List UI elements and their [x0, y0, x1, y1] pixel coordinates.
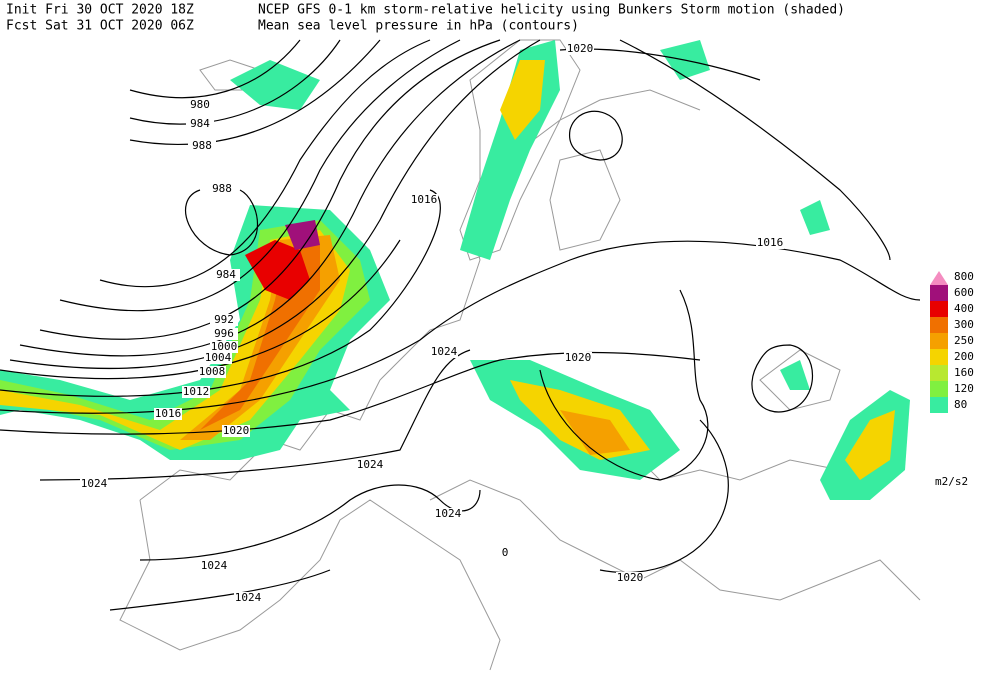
- label-background: [566, 43, 594, 55]
- label-background: [198, 366, 226, 378]
- isobars: [0, 39, 921, 611]
- isobar-label: 1020: [223, 424, 250, 437]
- label-background: [212, 269, 240, 281]
- isobar-label: 1016: [155, 407, 182, 420]
- isobar-label: 1004: [205, 351, 232, 364]
- label-background: [430, 346, 458, 358]
- isobar-label: 984: [190, 117, 210, 130]
- legend-swatch: [930, 381, 948, 397]
- isobar-label: 1024: [435, 507, 462, 520]
- legend-swatch: [930, 317, 948, 333]
- label-background: [356, 459, 384, 471]
- isobar-labels: 9809849889889849929961000100410081012101…: [80, 42, 784, 604]
- isobar-label: 1024: [357, 458, 384, 471]
- isobar-label: 1024: [431, 345, 458, 358]
- legend-label: 80: [954, 398, 967, 411]
- legend-swatch: [930, 271, 948, 285]
- legend-label: 600: [954, 286, 974, 299]
- legend-label: 800: [954, 270, 974, 283]
- legend-label: 300: [954, 318, 974, 331]
- label-background: [491, 547, 519, 559]
- legend-label: 200: [954, 350, 974, 363]
- label-background: [188, 140, 216, 152]
- isobar-label: 1024: [81, 477, 108, 490]
- label-background: [410, 194, 438, 206]
- label-background: [210, 341, 238, 353]
- legend-swatch: [930, 333, 948, 349]
- header: Init Fri 30 OCT 2020 18Z Fcst Sat 31 OCT…: [6, 3, 845, 34]
- label-background: [80, 478, 108, 490]
- isobar-label: 992: [214, 313, 234, 326]
- isobar-label: 996: [214, 327, 234, 340]
- label-background: [210, 314, 238, 326]
- isobar-label: 980: [190, 98, 210, 111]
- isobar-label: 1016: [411, 193, 438, 206]
- label-background: [756, 237, 784, 249]
- label-background: [208, 183, 236, 195]
- label-background: [564, 352, 592, 364]
- label-background: [204, 352, 232, 364]
- label-background: [186, 99, 214, 111]
- label-background: [154, 408, 182, 420]
- isobar-label: 984: [216, 268, 236, 281]
- isobar-label: 988: [192, 139, 212, 152]
- legend-swatch: [930, 365, 948, 381]
- label-background: [616, 572, 644, 584]
- isobar-label: 1020: [565, 351, 592, 364]
- isobar-label: 1020: [567, 42, 594, 55]
- legend-swatch: [930, 285, 948, 301]
- legend-swatch: [930, 301, 948, 317]
- isobar-label: 988: [212, 182, 232, 195]
- isobar-label: 1012: [183, 385, 210, 398]
- label-background: [222, 425, 250, 437]
- isobar-label: 1016: [757, 236, 784, 249]
- label-background: [210, 328, 238, 340]
- helicity-shading: [0, 40, 910, 500]
- legend-label: 250: [954, 334, 974, 347]
- label-background: [182, 386, 210, 398]
- isobar-label: 1000: [211, 340, 238, 353]
- label-background: [234, 592, 262, 604]
- isobar-label: 1020: [617, 571, 644, 584]
- legend-swatch: [930, 397, 948, 413]
- init-time: Init Fri 30 OCT 2020 18Z: [6, 3, 194, 18]
- title: NCEP GFS 0-1 km storm-relative helicity …: [258, 3, 845, 18]
- isobar-label: 1024: [201, 559, 228, 572]
- label-background: [434, 508, 462, 520]
- subtitle: Mean sea level pressure in hPa (contours…: [258, 19, 579, 34]
- label-background: [200, 560, 228, 572]
- label-background: [186, 118, 214, 130]
- legend-swatch: [930, 349, 948, 365]
- legend-label: 160: [954, 366, 974, 379]
- isobar-label: 1008: [199, 365, 226, 378]
- legend-unit: m2/s2: [935, 475, 968, 488]
- legend: 800 600 400 300 250 200 160 120 80: [930, 270, 974, 413]
- forecast-time: Fcst Sat 31 OCT 2020 06Z: [6, 19, 194, 34]
- legend-label: 400: [954, 302, 974, 315]
- isobar-label: 1024: [235, 591, 262, 604]
- legend-label: 120: [954, 382, 974, 395]
- isobar-label: 0: [502, 546, 509, 559]
